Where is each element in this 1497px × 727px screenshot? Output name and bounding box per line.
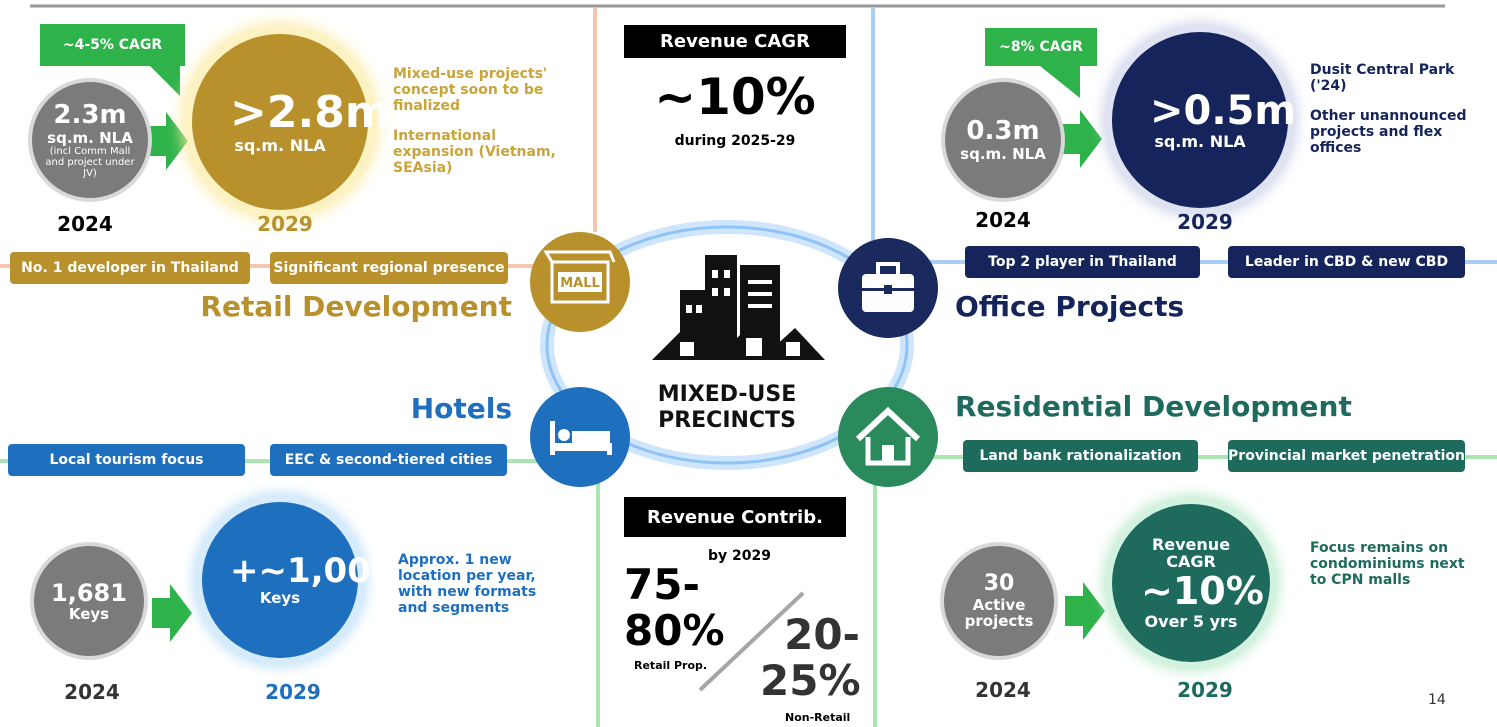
text-line: Over 5 yrs <box>1144 611 1238 631</box>
text-line: Keys <box>68 604 110 623</box>
non-retail-label: Non-Retail <box>785 711 851 724</box>
after-circle: >2.8m sq.m. NLA <box>192 34 391 210</box>
before-circle: 2.3m sq.m. NLA (incl Comm Mall and project… <box>32 82 148 198</box>
year: 2029 <box>265 680 321 704</box>
before-circle: 30 Active projects <box>944 546 1054 656</box>
after-circle: +~1,000 Keys <box>202 502 395 658</box>
year: 2029 <box>1177 678 1233 702</box>
cagr-badge: ~8% CAGR <box>985 28 1097 66</box>
text-line: 75- <box>624 560 700 609</box>
text-line: sq.m. NLA <box>960 145 1046 164</box>
text-line: +~1,000 <box>230 551 395 592</box>
mall-label: MALL <box>560 276 600 291</box>
contrib-by: by 2029 <box>708 548 771 564</box>
retail-share-label: Retail Prop. <box>634 659 708 672</box>
text-line: sq.m. NLA <box>1154 132 1246 152</box>
year: 2029 <box>257 212 313 236</box>
after-circle: Revenue CAGR ~10% Over 5 yrs <box>1112 504 1270 662</box>
before-circle: 1,681 Keys <box>34 546 144 656</box>
tag: Local tourism focus <box>8 444 245 476</box>
section-title: Residential Development <box>955 390 1352 423</box>
year: 2024 <box>975 208 1031 232</box>
non-retail-share: 20- 25% <box>760 610 861 705</box>
tag: EEC & second-tiered cities <box>270 444 507 476</box>
text-line: 0.3m <box>966 116 1040 147</box>
text-line: 2.3m <box>53 99 127 130</box>
house-icon <box>838 387 938 487</box>
tag: Leader in CBD & new CBD <box>1228 246 1465 278</box>
revenue-contrib-title: Revenue Contrib. <box>624 497 846 537</box>
text-line: 25% <box>760 656 861 705</box>
before-circle: 0.3m sq.m. NLA <box>945 82 1061 198</box>
tag: No. 1 developer in Thailand <box>10 252 250 284</box>
text-line: sq.m. NLA <box>47 128 133 147</box>
text-line: Focus remains on condominiums next to CP… <box>1310 540 1465 588</box>
page-number: 14 <box>1428 692 1446 708</box>
section-title: Hotels <box>410 392 512 425</box>
notes: Dusit Central Park ('24) Other unannounce… <box>1310 62 1470 170</box>
office-icon <box>838 238 938 338</box>
text-line: >0.5m <box>1150 88 1297 135</box>
text-line: ~10% <box>1141 568 1264 613</box>
year: 2029 <box>1177 210 1233 234</box>
text-line: sq.m. NLA <box>234 136 326 156</box>
text-line: (incl Comm Mall and project under JV) <box>45 146 135 180</box>
year: 2024 <box>64 680 120 704</box>
hotel-icon <box>530 387 630 487</box>
text-line: Dusit Central Park ('24) <box>1310 62 1455 94</box>
text-line: 20- <box>784 610 860 659</box>
cagr-badge: ~4-5% CAGR <box>40 24 185 66</box>
center-label: MIXED-USE PRECINCTS <box>627 382 827 434</box>
tag: Significant regional presence <box>270 252 508 284</box>
revenue-cagr-title: Revenue CAGR <box>624 25 846 58</box>
year: 2024 <box>975 678 1031 702</box>
text-line: International expansion (Vietnam, SEAsia… <box>393 128 556 176</box>
notes: Focus remains on condominiums next to CP… <box>1310 540 1470 602</box>
text-line: MIXED-USE <box>657 382 797 407</box>
notes: Mixed-use projects' concept soon to be f… <box>393 66 578 190</box>
after-circle: >0.5m sq.m. NLA <box>1112 32 1297 208</box>
revenue-cagr-note: during 2025-29 <box>674 133 796 149</box>
text-line: Mixed-use projects' concept soon to be f… <box>393 66 548 114</box>
section-title: Office Projects <box>955 290 1185 323</box>
year: 2024 <box>57 212 113 236</box>
mall-icon: MALL <box>530 232 630 332</box>
tag: Land bank rationalization <box>963 440 1198 472</box>
retail-share: 75- 80% <box>624 562 725 654</box>
text-line: Revenue CAGR <box>1151 534 1231 572</box>
text-line: Approx. 1 new location per year, with ne… <box>398 552 537 616</box>
tag: Provincial market penetration <box>1228 440 1465 472</box>
section-title: Retail Development <box>200 290 512 323</box>
text-line: Keys <box>259 589 301 608</box>
revenue-cagr-value: ~10% <box>654 68 816 126</box>
text-line: 1,681 <box>51 578 127 607</box>
text-line: 80% <box>624 606 725 655</box>
text-line: 30 <box>983 571 1015 597</box>
tag: Top 2 player in Thailand <box>965 246 1200 278</box>
text-line: >2.8m <box>230 87 391 138</box>
text-line: Active projects <box>964 595 1034 631</box>
text-line: PRECINCTS <box>658 408 796 433</box>
notes: Approx. 1 new location per year, with ne… <box>398 552 548 630</box>
text-line: Other unannounced projects and flex offi… <box>1310 108 1467 156</box>
